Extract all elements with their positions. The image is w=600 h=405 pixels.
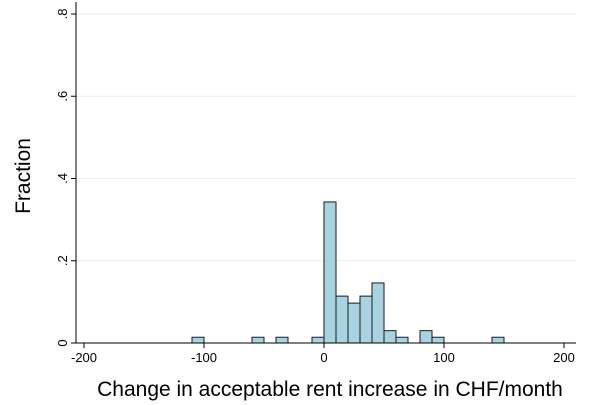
histogram-bar-3 [311, 336, 325, 344]
histogram-bar-6 [347, 302, 361, 344]
histogram-bar-13 [491, 336, 505, 344]
y-tick-label-2: .4 [55, 173, 70, 184]
y-axis-ticks: 0 .2 .4 .6 .8 [55, 9, 76, 347]
y-axis-title: Fraction [12, 138, 35, 214]
x-tick-label-2: 0 [320, 350, 327, 365]
histogram-bar-4 [323, 201, 337, 344]
histogram-bar-0 [191, 336, 205, 344]
y-tick-label-0: 0 [55, 339, 70, 346]
x-axis-title: Change in acceptable rent increase in CH… [97, 378, 563, 401]
histogram-bar-2 [275, 336, 289, 344]
histogram-bar-5 [335, 295, 349, 344]
y-tick-label-4: .8 [55, 9, 70, 20]
histogram-bar-12 [431, 336, 445, 344]
histogram-bar-8 [371, 282, 385, 344]
x-tick-label-4: 200 [553, 350, 575, 365]
histogram-bar-7 [359, 295, 373, 344]
axes [75, 2, 576, 344]
histogram-bar-1 [251, 336, 265, 344]
histogram-bar-9 [383, 330, 397, 344]
x-tick-label-0: -200 [71, 350, 97, 365]
x-axis-ticks: -200 -100 0 100 200 [71, 343, 575, 365]
histogram-bar-11 [419, 330, 433, 344]
histogram-bars [191, 201, 505, 344]
y-tick-label-1: .2 [55, 255, 70, 266]
histogram-bar-10 [395, 336, 409, 344]
x-tick-label-3: 100 [433, 350, 455, 365]
x-tick-label-1: -100 [191, 350, 217, 365]
y-tick-label-3: .6 [55, 91, 70, 102]
